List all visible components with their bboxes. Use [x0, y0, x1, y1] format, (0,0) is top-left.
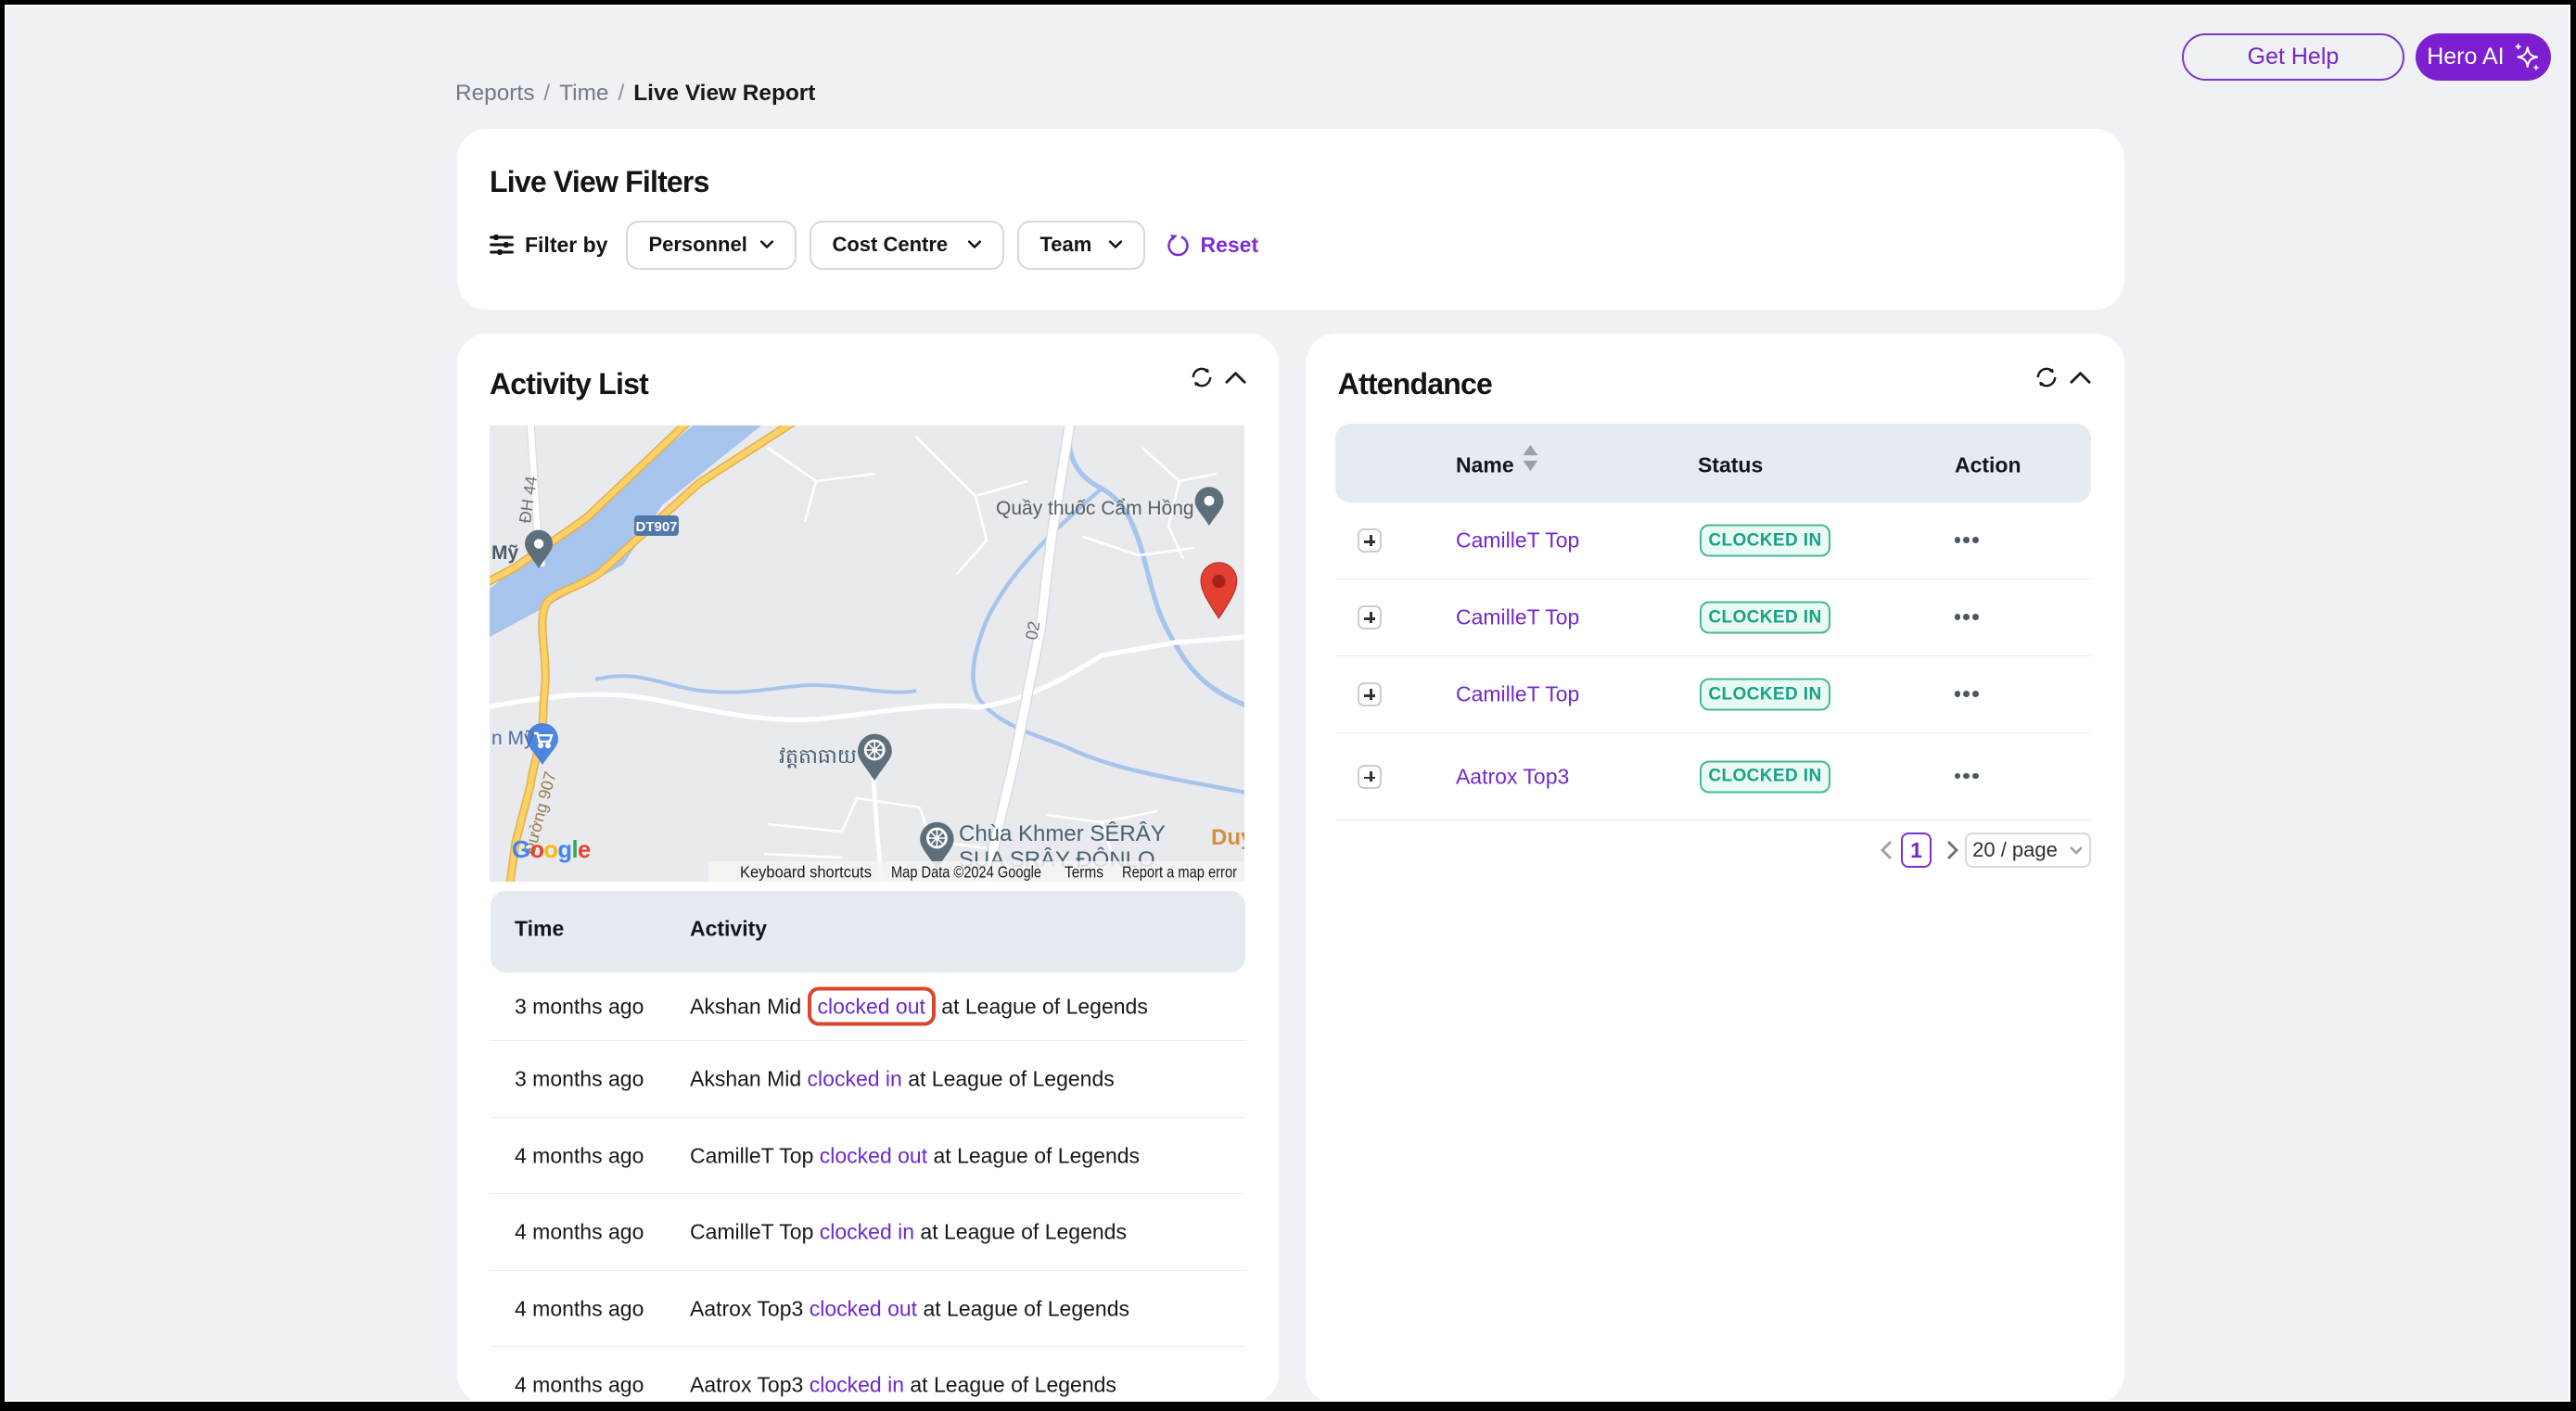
svg-text:n Mỹ: n Mỹ: [491, 728, 534, 749]
svg-text:វត្តតាធាយ: វត្តតាធាយ: [779, 744, 857, 769]
svg-text:Map Data ©2024 Google: Map Data ©2024 Google: [891, 863, 1041, 882]
svg-text:Chùa Khmer SÊRÂY: Chùa Khmer SÊRÂY: [959, 821, 1166, 846]
svg-text:Keyboard shortcuts: Keyboard shortcuts: [740, 863, 872, 882]
svg-text:Report a map error: Report a map error: [1122, 863, 1237, 882]
svg-text:02: 02: [1022, 619, 1043, 641]
svg-text:Google: Google: [512, 837, 591, 863]
svg-text:Quầy thuốc Cẩm Hồng: Quầy thuốc Cẩm Hồng: [996, 498, 1194, 519]
svg-text:Mỹ: Mỹ: [491, 542, 518, 564]
svg-text:DT907: DT907: [636, 519, 678, 535]
svg-text:Terms: Terms: [1065, 863, 1103, 882]
svg-text:Duy A: Duy A: [1211, 825, 1244, 850]
